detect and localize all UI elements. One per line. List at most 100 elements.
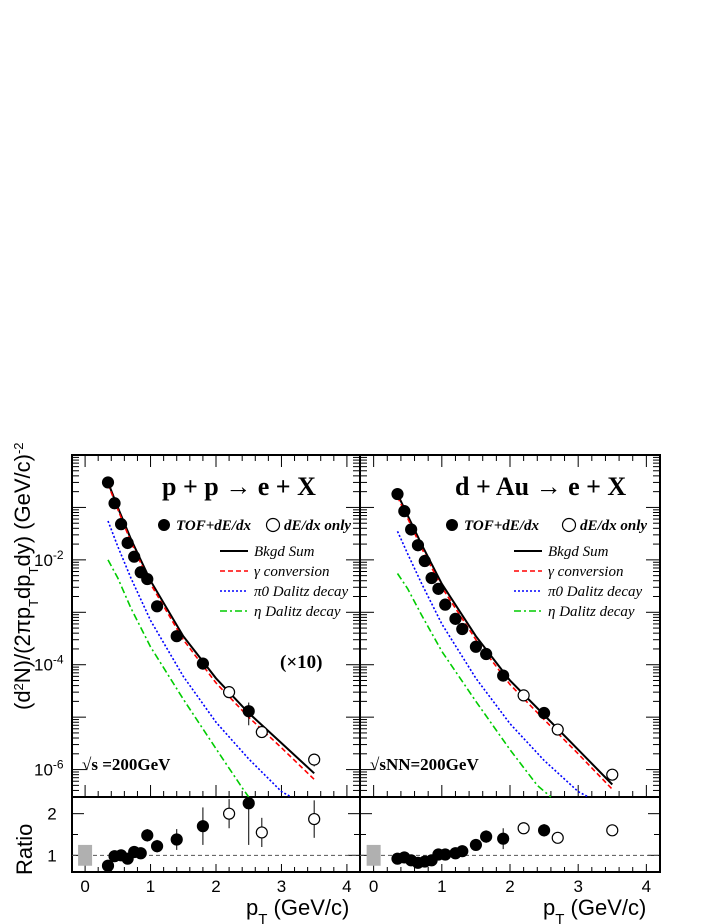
- x-tick-label: 0: [80, 877, 89, 896]
- legend-label: γ conversion: [548, 564, 623, 580]
- ratio-point: [255, 826, 268, 839]
- x-axis-title: pT (GeV/c): [543, 895, 646, 924]
- legend-label: TOF+dE/dx: [176, 518, 251, 534]
- energy-label: √s =200GeV: [82, 755, 171, 774]
- data-point-filled: [469, 640, 483, 653]
- ratio-point: [497, 832, 510, 845]
- ratio-axis-title: Ratio: [12, 824, 37, 875]
- curve-dotted: [107, 520, 292, 798]
- data-point-filled: [128, 550, 141, 563]
- data-point-filled: [141, 572, 154, 586]
- ratio-point: [480, 830, 493, 843]
- panel-pp: 10-6 10-4 10-2 0 1 2 3 4 1 2 p + p → e + X TOF+dE/d…: [34, 454, 361, 924]
- legend-label: γ conversion: [254, 564, 329, 580]
- panel-dau: 0 1 2 3 4 d + Au → e + X TOF+dE/dx dE/dx only Bk…: [359, 454, 661, 924]
- ratio-point: [242, 797, 255, 810]
- ratio-point: [222, 807, 236, 820]
- data-point-filled: [425, 571, 438, 585]
- data-point-filled: [497, 669, 510, 682]
- x-tick-label: 2: [211, 877, 220, 896]
- data-point-filled: [114, 518, 128, 531]
- data-point-filled: [405, 523, 418, 536]
- data-point-filled: [398, 505, 411, 518]
- scale-factor-label: (×10): [280, 652, 322, 673]
- energy-label: √sNN=200GeV: [370, 755, 479, 774]
- data-point-filled: [456, 622, 469, 636]
- curve-dotted: [396, 530, 589, 798]
- ratio-point: [537, 824, 551, 837]
- ratio-point: [517, 822, 530, 835]
- data-point-filled: [418, 554, 431, 568]
- data-point-filled: [242, 705, 255, 718]
- legend-label: η Dalitz decay: [254, 604, 341, 620]
- data-point-open: [222, 686, 236, 699]
- legend-marker-open: [265, 517, 281, 533]
- ratio-point: [150, 840, 164, 853]
- ratio-point: [551, 831, 564, 844]
- systematic-box: [78, 844, 93, 866]
- x-tick-label: 4: [642, 877, 651, 896]
- legend-marker-open: [561, 517, 577, 533]
- data-point-open: [308, 753, 321, 766]
- legend-marker-filled: [158, 519, 170, 531]
- legend-marker-filled: [446, 519, 458, 531]
- data-point-filled: [411, 539, 425, 552]
- y-tick-label: 10-4: [34, 653, 64, 675]
- curve-solid: [396, 493, 614, 786]
- ratio-point: [101, 859, 115, 872]
- legend-label: TOF+dE/dx: [464, 518, 539, 534]
- systematic-box: [366, 844, 381, 866]
- ratio-point: [141, 829, 154, 842]
- data-point-open: [517, 689, 530, 702]
- legend-label: dE/dx only: [284, 518, 351, 534]
- data-point-open: [551, 723, 564, 736]
- ratio-tick-label: 1: [47, 846, 56, 865]
- legend-label: dE/dx only: [580, 518, 647, 534]
- x-tick-label: 3: [573, 877, 582, 896]
- y-tick-label: 10-6: [34, 758, 64, 780]
- data-point-filled: [480, 647, 493, 661]
- ratio-point: [469, 838, 483, 852]
- data-point-filled: [196, 657, 210, 670]
- curve-dashed: [396, 496, 613, 790]
- reaction-label: p + p → e + X: [162, 472, 316, 501]
- ratio-point: [170, 833, 183, 846]
- legend-label: η Dalitz decay: [548, 604, 635, 620]
- y-tick-label: 10-2: [34, 548, 64, 570]
- curve-dashdot: [107, 559, 250, 798]
- data-point-filled: [391, 487, 404, 501]
- legend-label: π0 Dalitz decay: [254, 584, 349, 600]
- data-point-filled: [537, 706, 551, 720]
- ratio-point: [606, 824, 619, 837]
- x-tick-label: 1: [146, 877, 155, 896]
- ratio-point: [134, 847, 147, 860]
- legend-label: π0 Dalitz decay: [548, 584, 643, 600]
- data-point-filled: [121, 536, 134, 550]
- legend-label: Bkgd Sum: [254, 544, 315, 560]
- x-tick-label: 2: [505, 877, 514, 896]
- ratio-point: [196, 820, 210, 833]
- curve-dashdot: [396, 573, 552, 798]
- data-point-filled: [108, 497, 121, 510]
- curve-dashed: [107, 483, 315, 780]
- reaction-label: d + Au → e + X: [455, 472, 626, 501]
- x-tick-label: 4: [342, 877, 351, 896]
- y-axis-title: (d2N)/(2πpTdpTdy) (GeV/c)-2: [10, 442, 41, 710]
- data-point-filled: [439, 598, 452, 611]
- ratio-tick-label: 2: [47, 805, 56, 824]
- data-point-filled: [101, 476, 115, 489]
- ratio-point: [439, 848, 452, 861]
- data-point-filled: [449, 612, 462, 625]
- curve-solid: [107, 482, 315, 775]
- x-axis-title: pT (GeV/c): [246, 895, 349, 924]
- x-tick-label: 0: [369, 877, 378, 896]
- x-tick-label: 3: [277, 877, 286, 896]
- x-tick-label: 1: [437, 877, 446, 896]
- ratio-point: [308, 812, 321, 826]
- ratio-point: [456, 845, 469, 858]
- legend-label: Bkgd Sum: [548, 544, 609, 560]
- data-point-open: [255, 725, 268, 739]
- data-point-filled: [150, 600, 164, 613]
- data-point-open: [606, 768, 619, 781]
